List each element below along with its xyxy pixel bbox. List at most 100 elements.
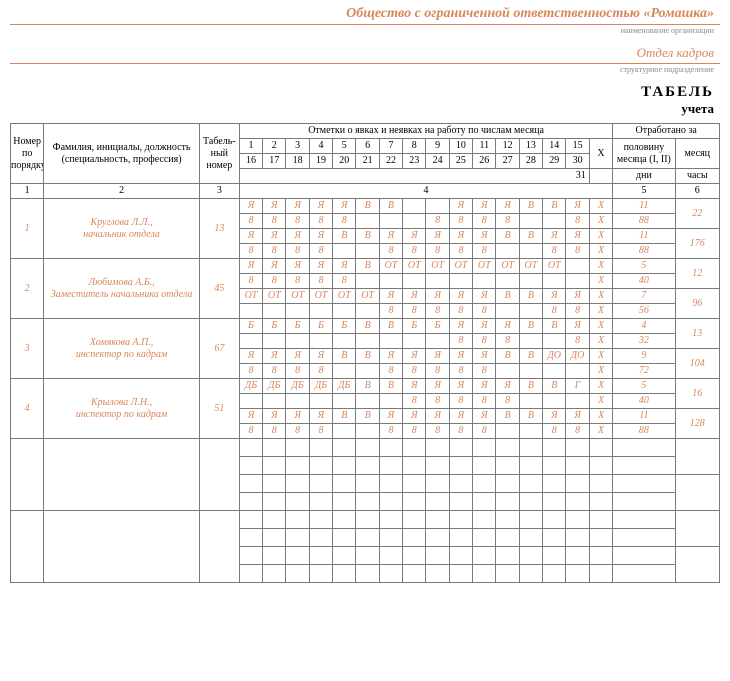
cell <box>356 274 379 289</box>
cell: Я <box>379 229 402 244</box>
cell: Б <box>286 319 309 334</box>
cell: X <box>589 319 613 334</box>
cell <box>333 244 356 259</box>
cell <box>356 457 379 475</box>
cell: Я <box>566 229 589 244</box>
cell: Я <box>379 409 402 424</box>
cell <box>333 457 356 475</box>
cell <box>333 439 356 457</box>
cell <box>473 439 496 457</box>
cell <box>496 475 519 493</box>
cell: 8 <box>239 214 262 229</box>
cell: X <box>589 364 613 379</box>
cell <box>379 334 402 349</box>
cell: Я <box>449 319 472 334</box>
cell <box>589 475 613 493</box>
cell: ОТ <box>333 289 356 304</box>
cell: Я <box>286 349 309 364</box>
col-d19: 19 <box>309 154 332 169</box>
cell <box>379 547 402 565</box>
cell <box>543 511 566 529</box>
cell: X <box>589 379 613 394</box>
cell <box>309 493 332 511</box>
cell <box>543 457 566 475</box>
cell <box>566 475 589 493</box>
cell: 4 <box>613 319 675 334</box>
col-d3: 3 <box>286 139 309 154</box>
cell <box>543 547 566 565</box>
cell: 8 <box>449 364 472 379</box>
cell <box>379 439 402 457</box>
cell <box>309 529 332 547</box>
cell <box>263 439 286 457</box>
cell: 104 <box>675 349 720 379</box>
cell <box>426 475 449 493</box>
cell: 8 <box>449 214 472 229</box>
cell <box>239 493 262 511</box>
cell <box>449 529 472 547</box>
cell: 8 <box>309 244 332 259</box>
cell: 8 <box>543 244 566 259</box>
row-tabnum: 45 <box>199 259 239 319</box>
cell <box>309 394 332 409</box>
row-name: Крылова Л.Н.,инспектор по кадрам <box>44 379 200 439</box>
col-d8: 8 <box>403 139 426 154</box>
cell: 8 <box>379 304 402 319</box>
doc-title: ТАБЕЛЬ <box>10 84 714 101</box>
cell: Я <box>473 319 496 334</box>
cell <box>613 511 675 529</box>
col-d27: 27 <box>496 154 519 169</box>
cell: 8 <box>543 304 566 319</box>
cell <box>426 565 449 583</box>
col-d7: 7 <box>379 139 402 154</box>
cell: Я <box>449 349 472 364</box>
cell: Я <box>473 229 496 244</box>
row-num: 2 <box>11 259 44 319</box>
cell: 72 <box>613 364 675 379</box>
cell: ОТ <box>286 289 309 304</box>
cell: 8 <box>286 274 309 289</box>
cell: ДБ <box>239 379 262 394</box>
col-tabnum: Табель-ный номер <box>199 124 239 184</box>
cell <box>239 529 262 547</box>
cell <box>566 439 589 457</box>
cell: Я <box>473 199 496 214</box>
cell <box>675 511 720 547</box>
cell <box>519 244 542 259</box>
cell <box>519 439 542 457</box>
cell: Я <box>473 409 496 424</box>
cell: 8 <box>286 214 309 229</box>
cell <box>333 493 356 511</box>
cell <box>519 214 542 229</box>
table-row: 1Круглова Л.Л.,начальник отдела13ЯЯЯЯЯВВ… <box>11 199 720 214</box>
cell: В <box>543 319 566 334</box>
cell: Я <box>403 349 426 364</box>
cell <box>613 547 675 565</box>
cell: Я <box>403 379 426 394</box>
cell: 8 <box>403 394 426 409</box>
cell <box>379 493 402 511</box>
col-half: половину месяца (I, II) <box>613 139 675 169</box>
cell: 13 <box>675 319 720 349</box>
cell: ДБ <box>309 379 332 394</box>
cell: В <box>519 289 542 304</box>
cell <box>263 565 286 583</box>
hn6: 6 <box>675 184 720 199</box>
cell <box>496 529 519 547</box>
cell <box>379 565 402 583</box>
cell: В <box>356 409 379 424</box>
cell <box>519 565 542 583</box>
cell: Я <box>473 289 496 304</box>
cell: В <box>519 409 542 424</box>
cell: 5 <box>613 259 675 274</box>
cell: В <box>356 259 379 274</box>
cell: 8 <box>309 424 332 439</box>
cell: В <box>519 379 542 394</box>
cell <box>496 274 519 289</box>
cell <box>356 511 379 529</box>
cell <box>589 529 613 547</box>
cell <box>11 439 44 511</box>
cell <box>333 565 356 583</box>
cell <box>356 475 379 493</box>
cell <box>263 547 286 565</box>
